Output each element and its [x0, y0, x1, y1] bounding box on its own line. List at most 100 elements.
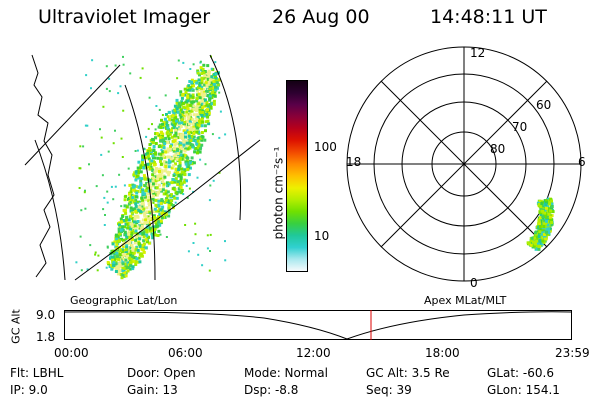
- speckle-pixel: [147, 157, 151, 161]
- speckle-pixel: [117, 257, 121, 261]
- time-tick-1800: 18:00: [425, 346, 460, 360]
- speckle-pixel: [187, 84, 191, 88]
- speckle-pixel: [200, 114, 204, 117]
- speckle-pixel: [176, 148, 179, 152]
- speckle-pixel: [139, 210, 142, 214]
- speckle-pixel: [187, 115, 191, 119]
- speckle-pixel: [196, 71, 200, 75]
- speckle-pixel: [111, 242, 115, 246]
- speckle-pixel: [143, 147, 146, 150]
- speckle-pixel: [134, 259, 138, 263]
- speckle-pixel: [121, 238, 125, 242]
- speckle-pixel: [176, 180, 180, 184]
- speckle-pixel: [161, 180, 165, 184]
- speckle-pixel: [156, 169, 160, 173]
- speckle-pixel: [124, 258, 128, 262]
- speckle-pixel: [193, 121, 197, 125]
- speckle-pixel: [184, 123, 186, 126]
- speckle-pixel: [175, 107, 179, 111]
- speckle-pixel: [142, 207, 146, 211]
- speckle-pixel: [224, 133, 227, 136]
- speckle-pixel: [160, 118, 163, 122]
- speckle-pixel: [205, 84, 209, 88]
- speckle-pixel: [154, 136, 157, 140]
- speckle-pixel: [190, 80, 194, 84]
- speckle-pixel: [170, 203, 173, 207]
- speckle-pixel: [117, 264, 121, 268]
- speckle-pixel: [155, 186, 159, 190]
- speckle-pixel: [157, 125, 161, 129]
- speckle-pixel: [134, 248, 138, 252]
- speckle-pixel: [204, 81, 208, 85]
- mlat-label-60: 60: [536, 98, 552, 112]
- speckle-pixel: [184, 124, 188, 128]
- speckle-pixel: [149, 153, 152, 155]
- speckle-pixel: [548, 215, 552, 219]
- speckle-pixel: [543, 219, 547, 223]
- speckle-pixel: [541, 217, 544, 221]
- speckle-pixel: [151, 169, 155, 173]
- speckle-pixel: [213, 77, 217, 81]
- speckle-pixel: [537, 202, 541, 206]
- speckle-pixel: [210, 107, 213, 110]
- speckle-pixel: [196, 176, 199, 179]
- speckle-pixel: [158, 170, 161, 173]
- speckle-pixel: [539, 211, 543, 215]
- speckle-pixel: [179, 173, 183, 177]
- speckle-pixel: [192, 120, 196, 123]
- speckle-pixel: [538, 238, 542, 242]
- speckle-pixel: [540, 202, 544, 205]
- speckle-pixel: [145, 228, 149, 232]
- speckle-pixel: [197, 102, 201, 106]
- speckle-pixel: [195, 99, 199, 103]
- mlat-label-80: 80: [490, 142, 506, 156]
- speckle-pixel: [122, 248, 125, 251]
- speckle-pixel: [113, 253, 117, 257]
- speckle-pixel: [144, 189, 148, 193]
- speckle-pixel: [139, 179, 143, 183]
- speckle-pixel: [140, 254, 144, 258]
- speckle-pixel: [153, 156, 157, 160]
- speckle-pixel: [212, 83, 216, 86]
- speckle-pixel: [117, 271, 121, 274]
- speckle-pixel: [192, 107, 196, 111]
- speckle-pixel: [147, 189, 151, 193]
- speckle-pixel: [148, 96, 151, 99]
- speckle-pixel: [177, 59, 180, 62]
- speckle-pixel: [165, 124, 169, 127]
- speckle-pixel: [540, 219, 544, 223]
- speckle-pixel: [529, 243, 533, 247]
- speckle-pixel: [179, 145, 183, 149]
- speckle-pixel: [173, 143, 177, 147]
- speckle-pixel: [165, 236, 168, 238]
- speckle-pixel: [110, 255, 114, 259]
- speckle-pixel: [114, 245, 118, 249]
- speckle-pixel: [125, 215, 129, 219]
- speckle-pixel: [172, 112, 176, 116]
- speckle-pixel: [545, 199, 549, 203]
- speckle-pixel: [88, 163, 90, 166]
- speckle-pixel: [173, 124, 177, 128]
- speckle-pixel: [203, 124, 207, 128]
- speckle-pixel: [130, 231, 134, 235]
- speckle-pixel: [127, 202, 131, 206]
- speckle-pixel: [141, 243, 145, 247]
- speckle-pixel: [200, 138, 204, 142]
- speckle-pixel: [180, 191, 184, 195]
- speckle-pixel: [185, 100, 189, 104]
- speckle-pixel: [187, 134, 191, 138]
- speckle-pixel: [162, 192, 166, 196]
- speckle-pixel: [122, 109, 125, 112]
- speckle-pixel: [117, 227, 121, 231]
- speckle-pixel: [112, 255, 116, 259]
- speckle-pixel: [188, 122, 191, 126]
- speckle-pixel: [205, 100, 209, 104]
- speckle-pixel: [212, 73, 216, 76]
- speckle-pixel: [144, 238, 148, 242]
- speckle-pixel: [161, 209, 165, 213]
- speckle-pixel: [170, 130, 173, 134]
- speckle-pixel: [132, 260, 136, 264]
- speckle-pixel: [179, 153, 183, 157]
- speckle-pixel: [188, 141, 192, 145]
- speckle-pixel: [192, 242, 195, 244]
